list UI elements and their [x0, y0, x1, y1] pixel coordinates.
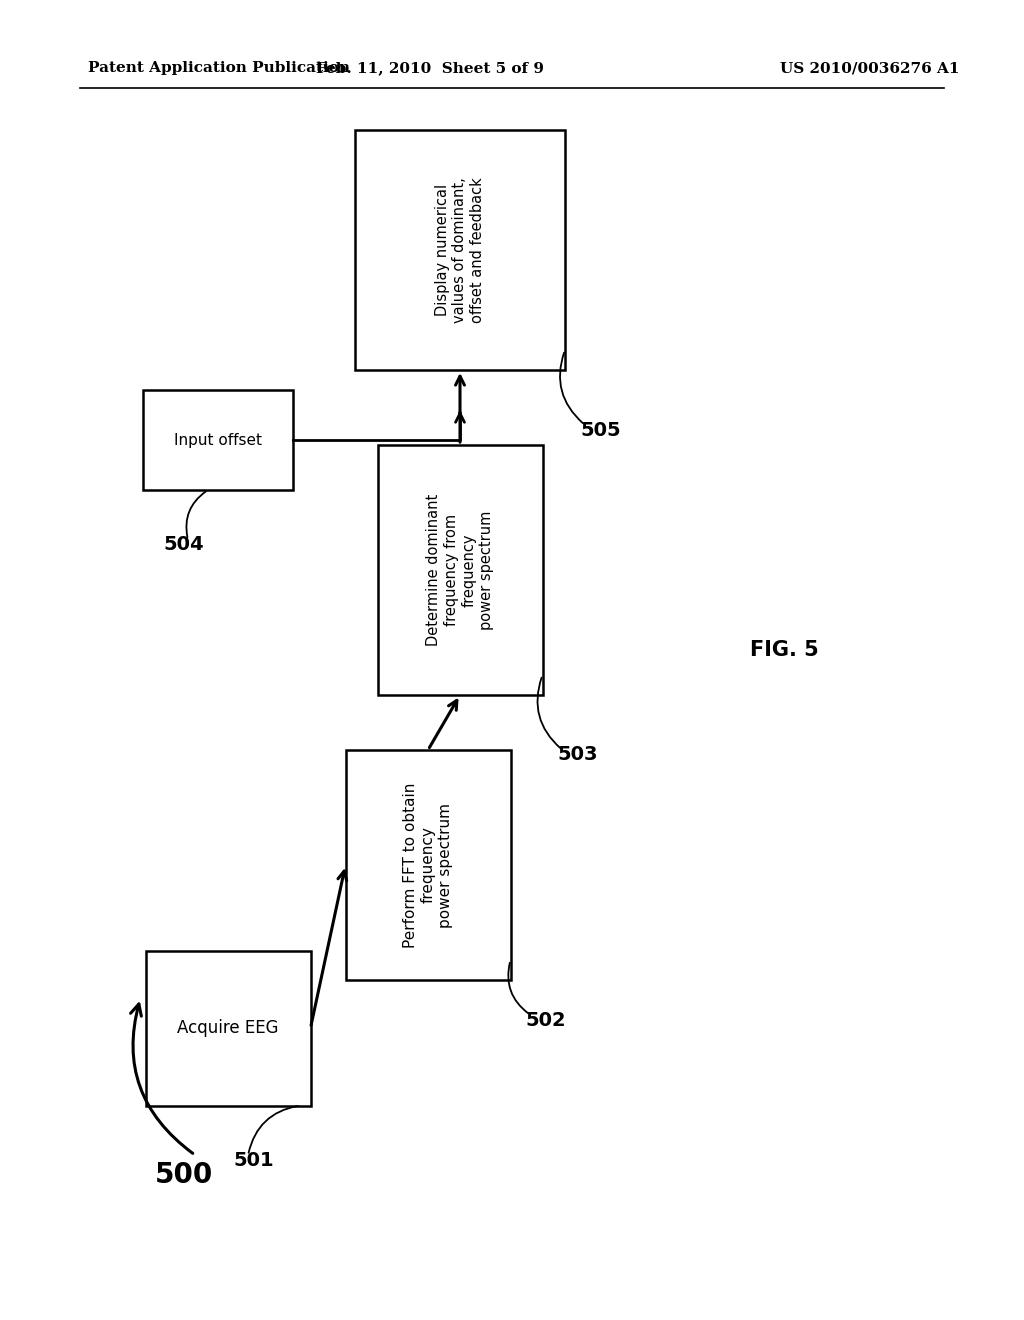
- Text: 500: 500: [155, 1162, 213, 1189]
- Bar: [378, 445, 543, 696]
- Text: Perform FFT to obtain
frequency
power spectrum: Perform FFT to obtain frequency power sp…: [403, 783, 453, 948]
- Text: 505: 505: [580, 421, 621, 440]
- Text: Feb. 11, 2010  Sheet 5 of 9: Feb. 11, 2010 Sheet 5 of 9: [316, 61, 544, 75]
- Bar: [143, 389, 293, 490]
- Bar: [345, 750, 511, 979]
- Text: 501: 501: [233, 1151, 273, 1170]
- Text: Input offset: Input offset: [174, 433, 262, 447]
- Text: 504: 504: [163, 536, 204, 554]
- Text: 503: 503: [557, 746, 598, 764]
- Text: Acquire EEG: Acquire EEG: [177, 1019, 279, 1038]
- Text: US 2010/0036276 A1: US 2010/0036276 A1: [780, 61, 961, 75]
- Text: Determine dominant
frequency from
frequency
power spectrum: Determine dominant frequency from freque…: [426, 494, 494, 645]
- Text: Patent Application Publication: Patent Application Publication: [88, 61, 350, 75]
- Text: Display numerical
values of dominant,
offset and feedback: Display numerical values of dominant, of…: [435, 177, 485, 323]
- Text: FIG. 5: FIG. 5: [750, 640, 819, 660]
- Bar: [355, 129, 565, 370]
- Bar: [145, 950, 310, 1106]
- Text: 502: 502: [525, 1011, 566, 1030]
